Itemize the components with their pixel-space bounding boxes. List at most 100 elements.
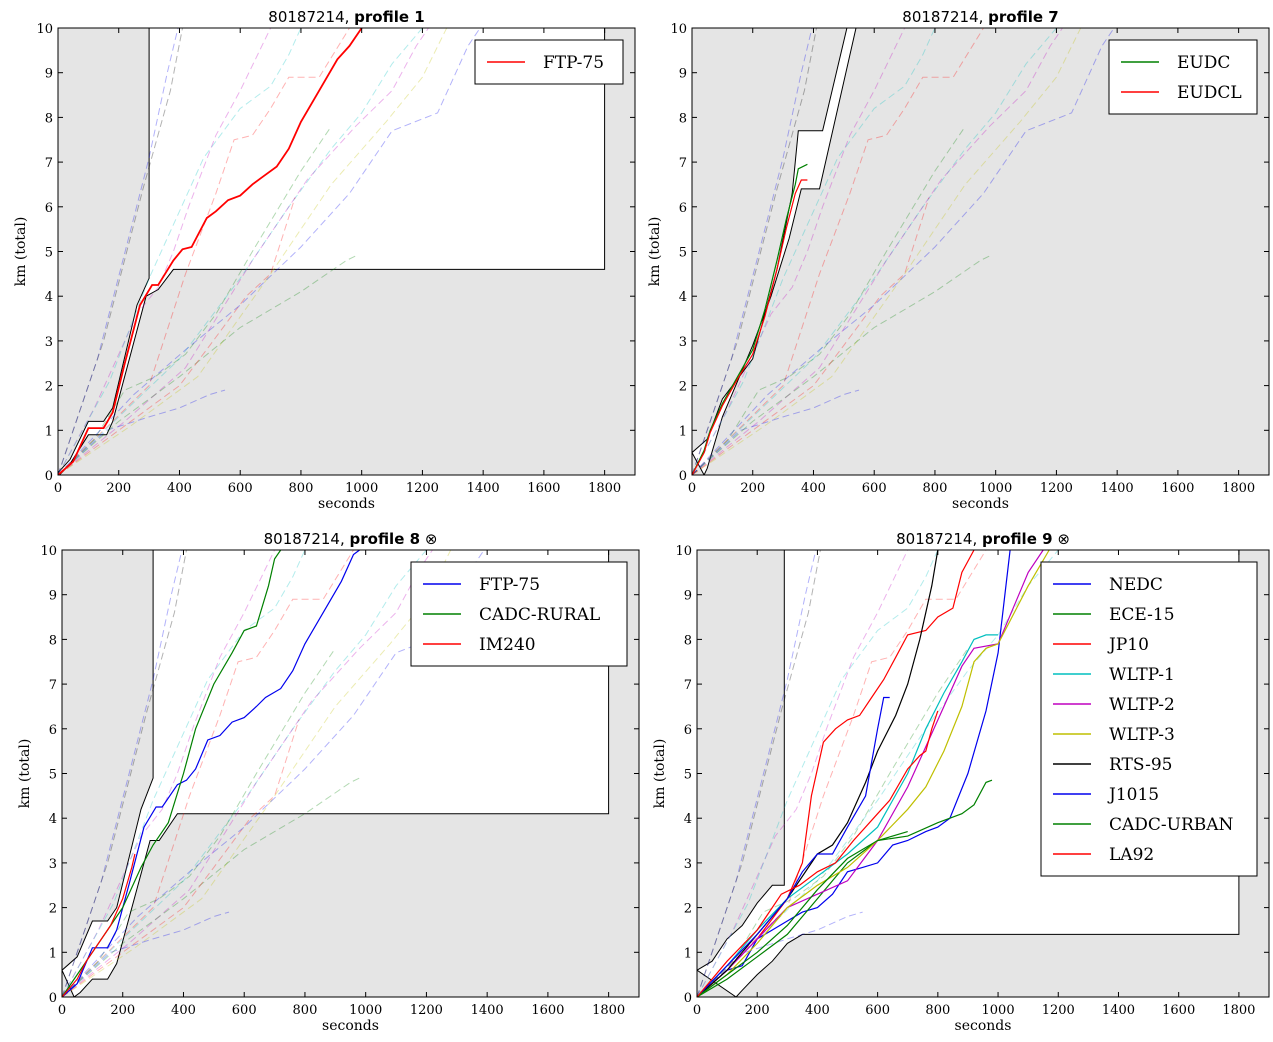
y-tick-label: 7	[49, 678, 57, 693]
background-trace	[62, 911, 230, 997]
y-tick-label: 2	[684, 902, 692, 917]
background-trace	[58, 28, 272, 475]
background-trace	[58, 126, 332, 475]
chart-title: 80187214, profile 9 ⊗	[896, 530, 1070, 548]
background-trace	[692, 28, 1115, 475]
series-line-cadc-urban	[697, 831, 908, 997]
background-trace	[692, 389, 860, 475]
legend-label: EUDC	[1177, 53, 1230, 73]
background-trace	[692, 28, 1057, 475]
y-tick-label: 6	[684, 723, 692, 738]
x-tick-label: 0	[688, 481, 696, 496]
background-trace	[62, 719, 300, 997]
plot-area	[58, 28, 606, 475]
legend: EUDC EUDCL	[1108, 39, 1258, 115]
x-tick-label: 1200	[406, 481, 439, 496]
y-tick-label: 0	[49, 991, 57, 1006]
series-line-la92	[697, 710, 939, 997]
background-trace	[62, 550, 306, 997]
x-tick-label: 1600	[1162, 1003, 1195, 1018]
background-trace	[697, 550, 909, 997]
legend-label: WLTP-3	[1109, 725, 1175, 745]
x-tick-label: 400	[167, 481, 192, 496]
background-trace	[62, 550, 276, 997]
y-tick-label: 8	[679, 111, 687, 126]
chart-title: 80187214, profile 8 ⊗	[264, 530, 438, 548]
legend-box	[1108, 39, 1258, 115]
x-tick-label: 600	[232, 1003, 257, 1018]
legend-label: FTP-75	[543, 53, 604, 73]
x-tick-label: 1800	[1222, 481, 1255, 496]
series-line-wltp-2	[697, 550, 1044, 997]
y-tick-label: 3	[679, 335, 687, 350]
y-tick-label: 4	[679, 290, 687, 305]
series-line-wltp-1	[697, 634, 999, 997]
x-tick-label: 400	[801, 481, 826, 496]
y-tick-label: 1	[679, 424, 687, 439]
background-trace	[58, 28, 429, 475]
series-line-cadc-rural	[62, 550, 282, 997]
background-trace	[58, 28, 350, 475]
x-tick-label: 400	[171, 1003, 196, 1018]
series-line-im240	[62, 853, 136, 997]
y-axis-label: km (total)	[652, 739, 668, 809]
background-trace	[692, 28, 906, 475]
x-tick-label: 200	[106, 481, 131, 496]
background-trace	[692, 197, 930, 475]
y-tick-label: 6	[45, 201, 53, 216]
legend-label: CADC-RURAL	[479, 605, 600, 625]
background-trace	[692, 28, 984, 475]
x-tick-label: 1200	[410, 1003, 443, 1018]
y-tick-label: 10	[670, 22, 687, 37]
y-tick-label: 3	[49, 857, 57, 872]
x-tick-label: 600	[228, 481, 253, 496]
y-tick-label: 7	[679, 156, 687, 171]
background-trace	[692, 28, 1082, 475]
background-trace	[58, 28, 179, 475]
y-tick-label: 4	[45, 290, 53, 305]
chart-title: 80187214, profile 7	[902, 8, 1058, 26]
x-tick-label: 600	[865, 1003, 890, 1018]
y-tick-label: 2	[49, 902, 57, 917]
y-tick-label: 10	[40, 544, 57, 559]
y-tick-label: 5	[45, 246, 53, 261]
background-trace	[62, 550, 452, 997]
background-trace	[697, 550, 987, 997]
y-tick-label: 0	[679, 469, 687, 484]
series-line-nedc	[697, 550, 1011, 997]
y-tick-label: 9	[679, 67, 687, 82]
background-trace	[58, 255, 356, 475]
x-tick-label: 1200	[1040, 481, 1073, 496]
x-tick-label: 800	[293, 1003, 318, 1018]
y-tick-label: 4	[49, 812, 57, 827]
y-tick-label: 8	[49, 633, 57, 648]
y-tick-label: 3	[45, 335, 53, 350]
y-tick-label: 1	[49, 946, 57, 961]
x-tick-label: 1600	[531, 1003, 564, 1018]
x-tick-label: 1600	[1161, 481, 1194, 496]
legend: FTP-75	[474, 39, 624, 85]
legend-label: J1015	[1107, 785, 1159, 805]
background-trace	[58, 28, 481, 475]
background-trace	[62, 550, 354, 997]
x-tick-label: 0	[58, 1003, 66, 1018]
y-tick-label: 7	[684, 678, 692, 693]
legend-label: NEDC	[1109, 575, 1163, 595]
legend-label: IM240	[479, 635, 536, 655]
background-trace	[58, 28, 302, 475]
x-tick-label: 1000	[982, 1003, 1015, 1018]
background-trace	[62, 550, 183, 997]
y-tick-label: 1	[45, 424, 53, 439]
y-axis-label: km (total)	[647, 217, 663, 287]
background-trace	[692, 255, 990, 475]
chart-panel-2: 0 200 400 600 800 1000 1200 1400 1600 1800 0 1 2 3 4 5 6…	[647, 8, 1270, 512]
y-tick-label: 8	[45, 111, 53, 126]
series-line-eudc	[692, 163, 808, 475]
x-tick-label: 800	[289, 481, 314, 496]
y-tick-label: 6	[679, 201, 687, 216]
legend-label: CADC-URBAN	[1109, 815, 1234, 835]
legend-label: WLTP-2	[1109, 695, 1175, 715]
background-trace	[58, 28, 448, 475]
x-tick-label: 1000	[349, 1003, 382, 1018]
y-tick-label: 9	[49, 589, 57, 604]
